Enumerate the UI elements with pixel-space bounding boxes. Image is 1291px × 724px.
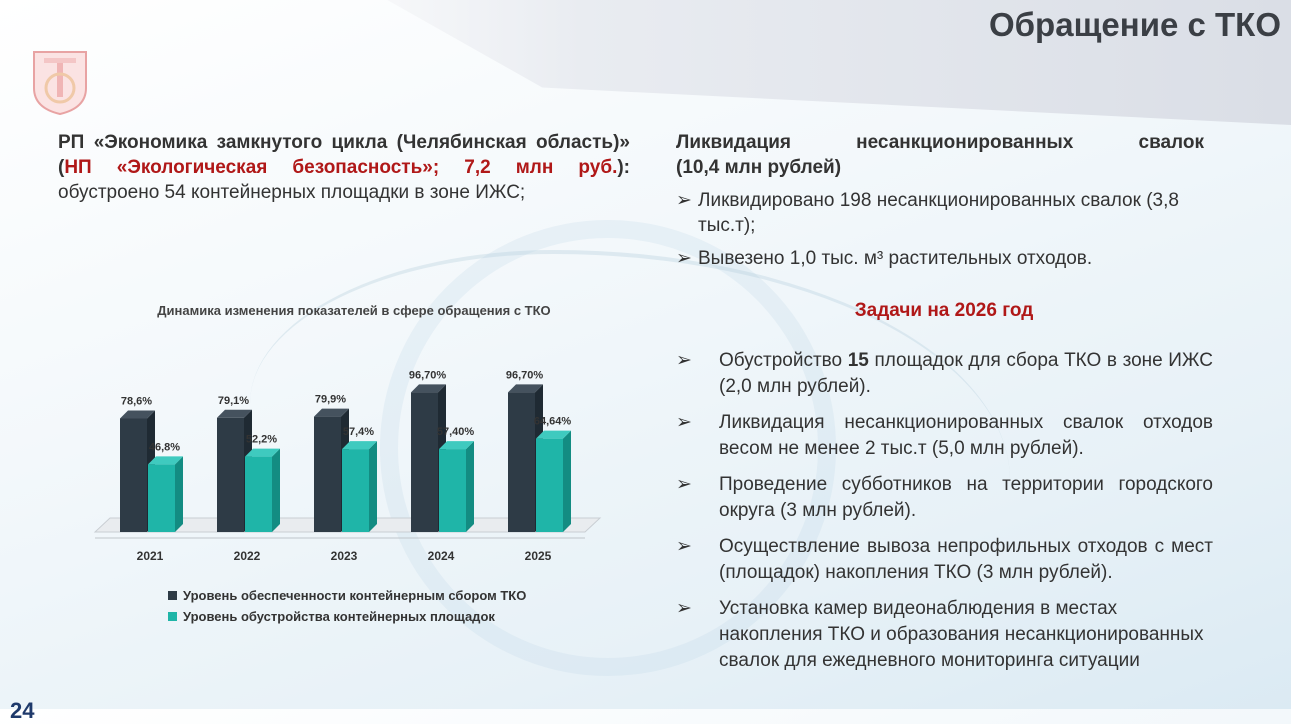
data-label: 57,4% xyxy=(343,426,374,438)
bar-side xyxy=(272,448,280,532)
project-title-end: ): xyxy=(617,157,630,178)
legend-swatch xyxy=(168,612,177,621)
arrow-bullet-icon: ➢ xyxy=(676,350,692,371)
task-item: ➢ Обустройство 15 площадок для сбора ТКО … xyxy=(676,350,1213,397)
arrow-bullet-icon: ➢ xyxy=(676,190,692,211)
page-number: 24 xyxy=(10,698,35,723)
x-tick-label: 2021 xyxy=(137,549,164,563)
arrow-bullet-icon: ➢ xyxy=(676,412,692,433)
data-label: 96,70% xyxy=(409,369,447,381)
chart-legend: Уровень обеспеченности контейнерным сбор… xyxy=(168,585,526,627)
bar-top xyxy=(120,410,155,419)
city-coat-of-arms-icon xyxy=(33,51,87,116)
bar xyxy=(508,392,535,532)
bar-top xyxy=(314,408,349,417)
arrow-bullet-icon: ➢ xyxy=(676,598,692,619)
data-label: 96,70% xyxy=(506,369,544,381)
x-tick-label: 2022 xyxy=(234,549,261,563)
dumps-heading-line1: Ликвидация несанкционированных свалок xyxy=(676,132,1204,153)
x-tick-label: 2025 xyxy=(525,549,552,563)
x-tick-label: 2024 xyxy=(428,549,455,563)
arrow-bullet-icon: ➢ xyxy=(676,536,692,557)
chart-title: Динамика изменения показателей в сфере о… xyxy=(157,303,551,318)
bar-top xyxy=(508,384,543,393)
data-label: 57,40% xyxy=(437,426,475,438)
task-item: ➢ Осуществление вывоза непрофильных отход… xyxy=(676,536,1213,583)
legend-item: Уровень обеспеченности контейнерным сбор… xyxy=(168,585,526,606)
legend-item: Уровень обустройства контейнерных площад… xyxy=(168,606,526,627)
left-project-text: РП «Экономика замкнутого цикла (Челябинс… xyxy=(58,130,630,205)
arrow-bullet-icon: ➢ xyxy=(676,474,692,495)
project-title: РП «Экономика замкнутого цикла (Челябинс… xyxy=(58,132,630,178)
dumps-results-list: ➢ Ликвидировано 198 несанкционированных с… xyxy=(676,188,1204,279)
legend-swatch xyxy=(168,591,177,600)
bar-top xyxy=(439,441,474,450)
arrow-bullet-icon: ➢ xyxy=(676,248,692,269)
bar-side xyxy=(563,430,571,532)
data-label: 52,2% xyxy=(246,434,277,446)
dumps-heading: Ликвидация несанкционированных свалок (1… xyxy=(676,130,1204,180)
bar-side xyxy=(369,441,377,532)
bar-top xyxy=(411,384,446,393)
data-label: 64,64% xyxy=(534,416,572,428)
bar-side xyxy=(466,441,474,532)
bar-top xyxy=(148,456,183,465)
bar-side xyxy=(175,456,183,532)
bar xyxy=(411,392,438,532)
task-item: ➢ Установка камер видеонаблюдения в места… xyxy=(676,598,1204,671)
bar xyxy=(536,438,563,532)
task-item: ➢ Ликвидация несанкционированных свалок о… xyxy=(676,412,1213,459)
page-title: Обращение с ТКО xyxy=(989,6,1281,43)
bar xyxy=(245,456,272,532)
data-label: 46,8% xyxy=(149,441,180,453)
bar xyxy=(314,416,341,532)
list-item: ➢ Вывезено 1,0 тыс. м³ растительных отход… xyxy=(676,248,1093,269)
task-item: ➢ Проведение субботников на территории го… xyxy=(676,474,1213,521)
bar-top xyxy=(536,430,571,439)
bar xyxy=(342,449,369,532)
dumps-heading-line2: (10,4 млн рублей) xyxy=(676,157,842,178)
data-label: 79,1% xyxy=(218,395,249,407)
x-tick-label: 2023 xyxy=(331,549,358,563)
bar xyxy=(439,449,466,532)
project-result: обустроено 54 контейнерных площадки в зо… xyxy=(58,182,526,203)
bar-top xyxy=(245,448,280,457)
project-funding: НП «Экологическая безопасность»; 7,2 млн… xyxy=(64,157,618,178)
data-label: 79,9% xyxy=(315,394,346,406)
bar xyxy=(120,418,147,532)
tasks-title: Задачи на 2026 год xyxy=(854,300,1034,321)
list-item: ➢ Ликвидировано 198 несанкционированных с… xyxy=(676,190,1179,236)
bar xyxy=(217,417,244,532)
data-label: 78,6% xyxy=(121,396,152,408)
bar-top xyxy=(217,409,252,418)
bar-top xyxy=(342,441,377,450)
bar-chart: 78,6% 46,8% 2021 79,1% 52,2% 2022 79,9% 57,4% 20… xyxy=(93,369,602,563)
bar xyxy=(148,464,175,532)
tasks-list: ➢ Обустройство 15 площадок для сбора ТКО … xyxy=(676,348,1213,684)
